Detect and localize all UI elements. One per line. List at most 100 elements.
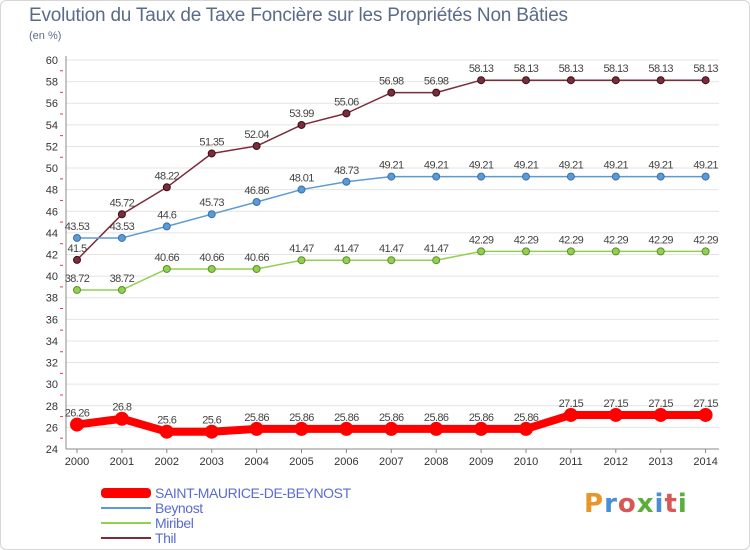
data-label: 42.29 xyxy=(469,234,494,246)
logo-letter: t xyxy=(664,489,678,519)
data-point xyxy=(297,120,306,129)
data-point xyxy=(522,76,530,85)
data-label: 58.13 xyxy=(604,63,629,75)
y-tick-label: 50 xyxy=(46,163,58,175)
data-label: 58.13 xyxy=(559,63,584,75)
x-tick-label: 2003 xyxy=(199,456,223,468)
data-label: 55.06 xyxy=(334,96,359,108)
data-point xyxy=(387,88,396,97)
data-point xyxy=(159,424,174,439)
data-label: 26.26 xyxy=(65,408,90,420)
y-tick-label: 34 xyxy=(46,336,58,348)
data-label: 49.21 xyxy=(469,160,494,172)
data-point xyxy=(294,421,309,436)
logo-letter: i xyxy=(677,489,688,519)
data-label: 27.15 xyxy=(693,398,718,410)
data-label: 25.86 xyxy=(379,412,404,424)
data-label: 40.66 xyxy=(155,252,180,264)
data-point xyxy=(342,256,351,265)
data-point xyxy=(297,256,306,265)
data-label: 49.21 xyxy=(424,160,449,172)
data-label: 58.13 xyxy=(693,63,718,75)
data-point xyxy=(432,256,441,265)
data-point xyxy=(566,76,575,85)
data-point xyxy=(162,183,171,192)
data-point xyxy=(342,177,351,186)
data-point xyxy=(611,247,620,256)
data-point xyxy=(162,222,171,231)
data-label: 58.13 xyxy=(469,63,494,75)
data-point xyxy=(522,172,530,181)
data-label: 42.29 xyxy=(604,234,629,246)
data-label: 48.22 xyxy=(155,170,180,182)
data-label: 27.15 xyxy=(559,398,584,410)
x-tick-label: 2013 xyxy=(648,456,672,468)
data-point xyxy=(611,172,620,181)
data-label: 49.21 xyxy=(648,160,673,172)
y-tick-label: 46 xyxy=(46,206,58,218)
data-label: 27.15 xyxy=(648,398,673,410)
data-label: 48.73 xyxy=(334,165,359,177)
data-label: 41.5 xyxy=(67,243,86,255)
data-label: 58.13 xyxy=(648,63,673,75)
data-label: 42.29 xyxy=(648,234,673,246)
y-tick-label: 54 xyxy=(46,120,58,132)
x-tick-label: 2002 xyxy=(155,456,179,468)
data-point xyxy=(477,76,486,85)
x-tick-label: 2000 xyxy=(65,456,89,468)
data-point xyxy=(252,197,261,206)
data-point xyxy=(387,256,396,265)
data-point xyxy=(566,247,575,256)
logo-letter: x xyxy=(636,489,655,519)
data-point xyxy=(204,424,219,439)
data-label: 40.66 xyxy=(244,252,269,264)
y-tick-label: 42 xyxy=(46,250,58,262)
data-point xyxy=(701,247,710,256)
logo-letter: i xyxy=(654,489,665,519)
data-label: 25.86 xyxy=(334,412,359,424)
data-label: 53.99 xyxy=(289,108,314,120)
x-tick-label: 2001 xyxy=(110,456,134,468)
data-label: 41.47 xyxy=(334,243,359,255)
x-tick-label: 2006 xyxy=(334,456,358,468)
data-label: 42.29 xyxy=(559,234,584,246)
data-point xyxy=(653,407,668,422)
data-point xyxy=(387,172,396,181)
x-tick-label: 2008 xyxy=(424,456,448,468)
data-point xyxy=(474,421,489,436)
data-label: 45.73 xyxy=(199,197,224,209)
data-point xyxy=(70,417,84,432)
y-tick-label: 40 xyxy=(46,271,58,283)
data-label: 46.86 xyxy=(244,185,269,197)
data-point xyxy=(698,407,713,422)
y-tick-label: 48 xyxy=(46,185,58,197)
data-label: 38.72 xyxy=(65,273,90,285)
logo-letter: r xyxy=(604,489,618,519)
data-label: 49.21 xyxy=(379,160,404,172)
chart-title: Evolution du Taux de Taxe Foncière sur l… xyxy=(29,5,568,26)
y-tick-label: 26 xyxy=(46,422,58,434)
legend-label: Beynost xyxy=(155,500,203,516)
data-point xyxy=(432,172,441,181)
data-point xyxy=(114,411,129,426)
data-point xyxy=(252,142,261,151)
data-label: 58.13 xyxy=(514,63,539,75)
data-point xyxy=(608,407,623,422)
data-point xyxy=(432,88,441,97)
y-tick-label: 60 xyxy=(46,55,58,67)
data-label: 27.15 xyxy=(604,398,629,410)
x-tick-label: 2011 xyxy=(559,456,583,468)
data-point xyxy=(519,421,533,436)
legend-swatch xyxy=(101,488,151,498)
data-label: 49.21 xyxy=(514,160,539,172)
data-label: 49.21 xyxy=(559,160,584,172)
data-label: 25.86 xyxy=(424,412,449,424)
data-label: 49.21 xyxy=(693,160,718,172)
data-label: 42.29 xyxy=(514,234,539,246)
legend-swatch xyxy=(101,507,151,509)
data-label: 25.6 xyxy=(157,415,176,427)
data-label: 26.8 xyxy=(112,402,131,414)
x-tick-label: 2004 xyxy=(244,456,268,468)
